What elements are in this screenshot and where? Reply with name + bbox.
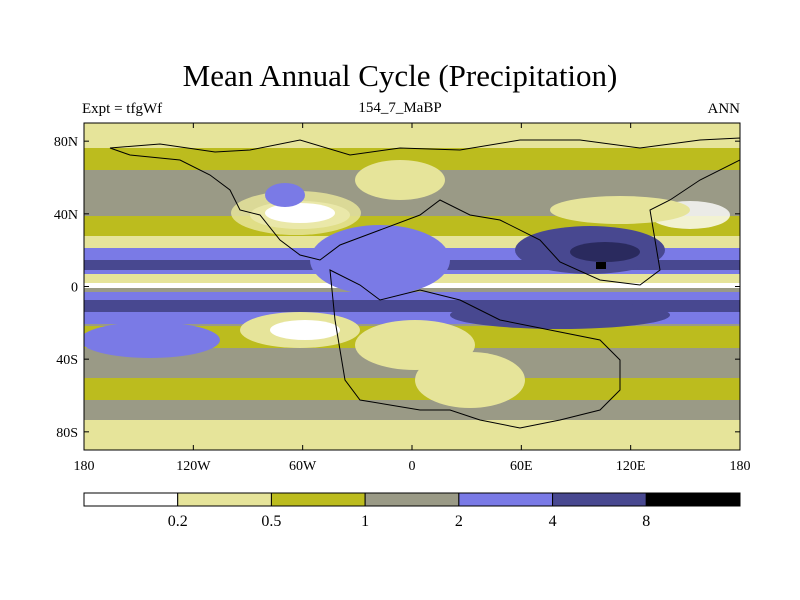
colorbar-swatch: [645, 492, 741, 507]
x-tick-label: 60W: [289, 459, 317, 474]
wet-core-east-asia: [570, 242, 640, 262]
colorbar-label: 2: [455, 513, 463, 530]
colorbar-label: 0.5: [261, 513, 281, 530]
wet-band-south: [450, 301, 670, 329]
axis-ticks: 180 120W 60W 0 60E 120E 180 80N 40N 0 40S 80S: [54, 123, 751, 474]
colorbar-swatch: [83, 492, 179, 507]
dry-region-laurasia: [355, 160, 445, 200]
x-tick-label: 180: [730, 459, 751, 474]
y-tick-label: 80S: [56, 426, 78, 441]
colorbar-label: 8: [642, 513, 650, 530]
x-tick-label: 0: [409, 459, 416, 474]
wet-region-southwest: [84, 322, 220, 358]
dry-core-south: [270, 320, 340, 340]
colorbar: 0.2 0.5 1 2 4 8: [83, 492, 741, 530]
x-tick-label: 120W: [176, 459, 211, 474]
x-tick-label: 120E: [616, 459, 646, 474]
colorbar-swatch: [270, 492, 366, 507]
southern-continent-outline: [329, 269, 621, 429]
colorbar-label: 0.2: [168, 513, 188, 530]
dry-region-east-gondwana: [415, 352, 525, 408]
x-tick-label: 180: [74, 459, 95, 474]
x-tick-label: 60E: [510, 459, 533, 474]
dry-region-east: [550, 196, 690, 224]
southern-ocean-band: [84, 400, 740, 420]
northern-continent-outline: [109, 137, 740, 286]
y-tick-label: 40S: [56, 353, 78, 368]
southern-midlat-band: [84, 378, 740, 400]
colorbar-label: 1: [361, 513, 369, 530]
wet-patch-north: [265, 183, 305, 207]
chart-title: Mean Annual Cycle (Precipitation): [182, 58, 618, 93]
y-tick-label: 0: [71, 281, 78, 296]
dry-core-north: [265, 203, 335, 223]
experiment-label: Expt = tfgWf: [82, 101, 163, 117]
y-tick-label: 80N: [54, 135, 78, 150]
max-precip-cell: [596, 262, 606, 269]
map-field: [84, 123, 740, 450]
northern-midlat-band: [84, 148, 740, 170]
colorbar-swatch: [552, 492, 647, 507]
colorbar-swatch: [458, 492, 554, 507]
colorbar-label: 4: [549, 513, 557, 530]
season-label: ANN: [707, 101, 741, 117]
colorbar-swatch: [177, 492, 272, 507]
experiment-age-label: 154_7_MaBP: [358, 100, 442, 116]
colorbar-swatch: [364, 492, 460, 507]
y-tick-label: 40N: [54, 208, 78, 223]
